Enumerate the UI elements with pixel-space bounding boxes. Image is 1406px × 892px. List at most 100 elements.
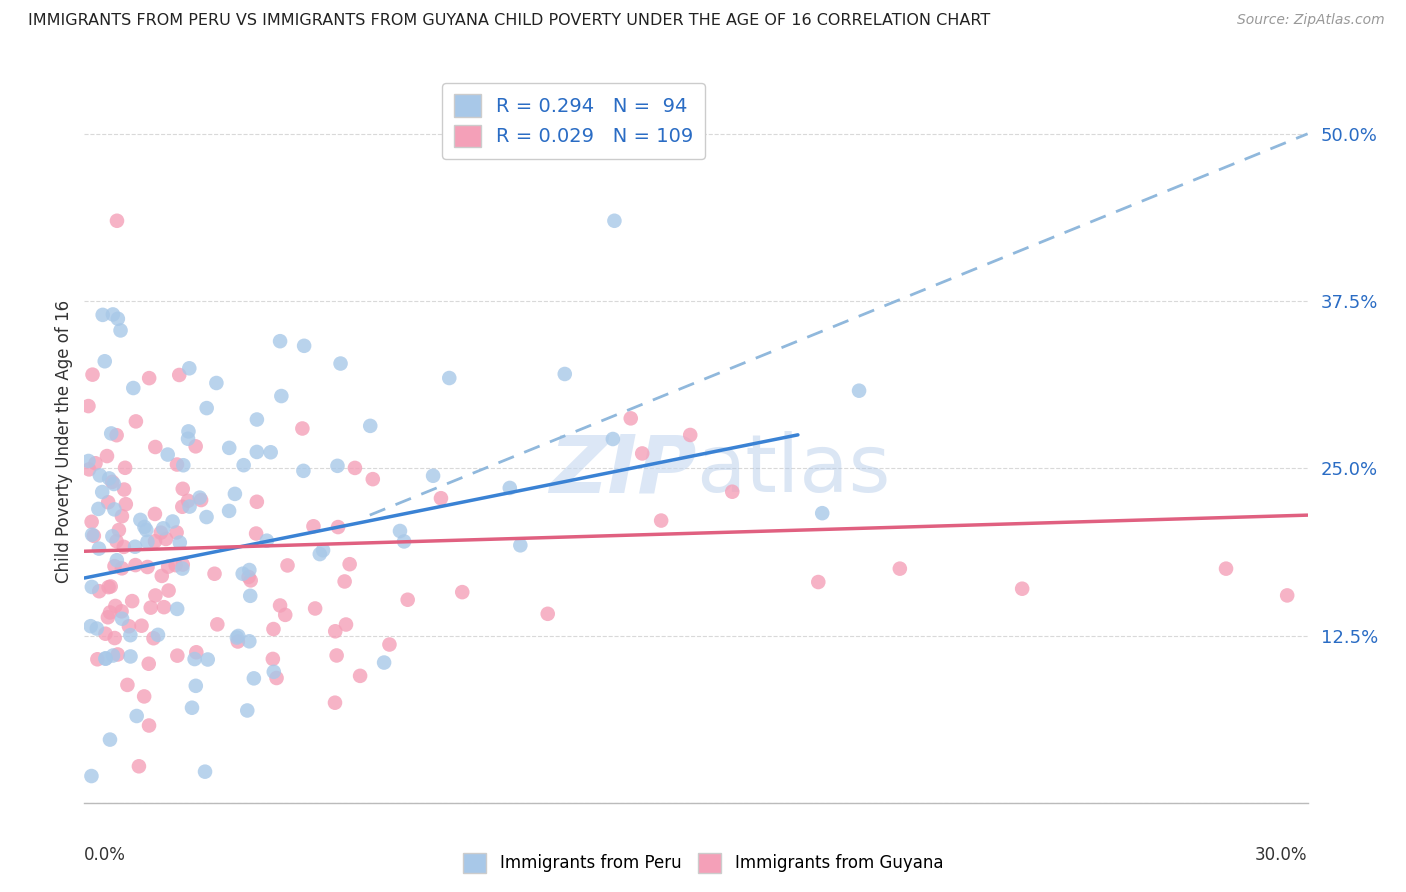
Point (86, 622, 108, 636)
Point (1277, 589, 1299, 603)
Point (179, 361, 201, 376)
Point (134, 520, 156, 534)
Point (302, 519, 325, 533)
Point (603, 214, 626, 228)
Point (172, 558, 194, 572)
Point (155, 532, 177, 546)
Point (143, 507, 166, 521)
Point (631, 446, 654, 460)
Point (246, 445, 269, 459)
Point (114, 460, 136, 475)
Point (361, 472, 384, 486)
Point (107, 311, 129, 326)
Point (169, 535, 191, 549)
Point (104, 599, 127, 613)
Point (86, 652, 108, 666)
Point (82, 368, 104, 382)
Point (207, 617, 229, 632)
Point (166, 648, 188, 663)
Point (142, 632, 165, 646)
Text: 30.0%: 30.0% (1256, 847, 1308, 864)
Point (111, 561, 134, 575)
Point (172, 561, 194, 575)
Point (110, 323, 132, 337)
Point (226, 629, 249, 643)
Point (226, 634, 249, 648)
Point (100, 426, 122, 441)
Point (177, 425, 200, 439)
Point (97, 495, 120, 509)
Point (177, 493, 200, 508)
Point (225, 631, 247, 645)
Point (135, 523, 157, 537)
Point (323, 624, 346, 639)
Point (110, 604, 132, 618)
Point (1011, 582, 1033, 596)
Point (101, 529, 124, 543)
Point (100, 579, 122, 593)
Point (335, 617, 357, 632)
Point (179, 500, 201, 514)
Point (94, 626, 117, 640)
Point (121, 594, 143, 608)
Point (145, 589, 167, 603)
Point (291, 421, 314, 435)
Point (392, 534, 415, 549)
Point (263, 665, 285, 679)
Point (98, 606, 121, 620)
Point (1215, 562, 1237, 576)
Point (232, 566, 254, 581)
Point (422, 468, 444, 483)
Point (195, 401, 218, 416)
Point (190, 493, 212, 508)
Point (329, 357, 352, 371)
Point (136, 560, 159, 574)
Point (304, 601, 326, 615)
Point (150, 569, 173, 583)
Point (87, 502, 110, 516)
Point (339, 558, 361, 572)
Point (721, 484, 744, 499)
Point (685, 127, 707, 141)
Point (138, 371, 160, 385)
Point (388, 524, 411, 538)
Point (184, 679, 207, 693)
Point (325, 648, 347, 663)
Point (105, 534, 128, 549)
Point (101, 307, 124, 322)
Point (117, 678, 139, 692)
Point (439, 371, 461, 385)
Point (91, 485, 114, 500)
Point (270, 389, 292, 403)
Point (167, 368, 190, 382)
Point (157, 559, 180, 574)
Point (373, 656, 395, 670)
Point (105, 428, 128, 442)
Point (343, 461, 366, 475)
Point (620, 411, 643, 425)
Y-axis label: Child Poverty Under the Age of 16: Child Poverty Under the Age of 16 (55, 300, 73, 583)
Point (77, 399, 100, 413)
Point (807, 575, 830, 590)
Point (146, 628, 169, 642)
Point (97, 610, 120, 624)
Point (195, 510, 218, 524)
Point (177, 432, 200, 446)
Point (134, 690, 156, 704)
Point (138, 657, 160, 671)
Point (120, 628, 142, 642)
Point (197, 652, 219, 666)
Point (323, 696, 346, 710)
Point (82, 527, 104, 541)
Point (238, 570, 260, 584)
Point (308, 547, 330, 561)
Point (94, 651, 117, 665)
Point (165, 558, 187, 573)
Point (889, 562, 911, 576)
Point (224, 487, 246, 501)
Point (166, 525, 188, 540)
Point (260, 445, 283, 459)
Point (679, 428, 702, 442)
Point (451, 585, 474, 599)
Point (103, 502, 125, 516)
